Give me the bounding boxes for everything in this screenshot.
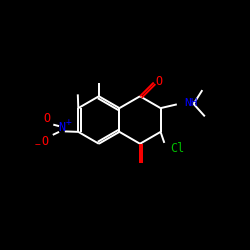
Text: Cl: Cl [170, 142, 185, 155]
Text: O: O [156, 75, 163, 88]
Text: NH: NH [184, 98, 197, 108]
Text: +: + [65, 117, 71, 127]
Text: O: O [42, 136, 49, 148]
Text: −: − [35, 140, 41, 150]
Text: N: N [58, 121, 65, 134]
Text: O: O [43, 112, 50, 124]
